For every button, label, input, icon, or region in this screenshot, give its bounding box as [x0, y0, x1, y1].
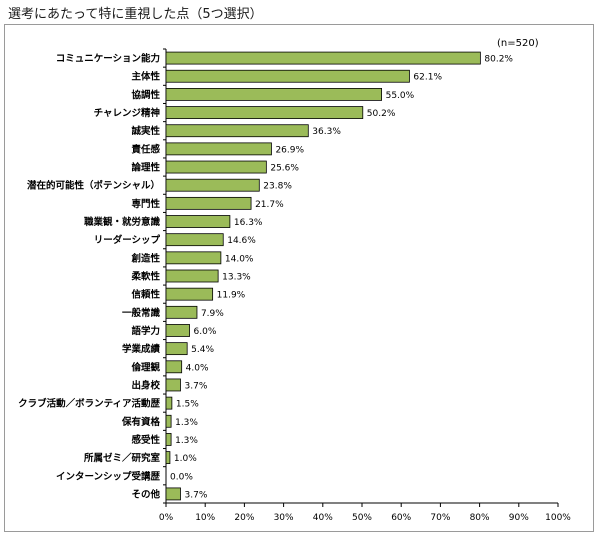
value-label: 1.0%: [174, 454, 197, 464]
chart-frame: [4, 24, 594, 532]
category-label: 学業成績: [122, 343, 161, 355]
value-label: 5.4%: [191, 345, 214, 355]
category-label: クラブ活動／ボランティア活動歴: [18, 398, 160, 410]
value-label: 3.7%: [185, 490, 208, 500]
x-tick-label: 80%: [470, 513, 490, 523]
category-label: 創造性: [130, 252, 160, 264]
bar: [165, 433, 172, 446]
category-label: 保有資格: [121, 416, 161, 428]
category-label: 信頼性: [131, 289, 160, 301]
x-tick-label: 70%: [430, 513, 450, 523]
category-label: 潜在的可能性（ポテンシャル）: [27, 180, 160, 192]
value-label: 26.9%: [275, 145, 304, 155]
value-label: 80.2%: [484, 55, 513, 65]
bar: [165, 305, 198, 319]
category-label: 柔軟性: [130, 271, 160, 283]
bar: [165, 178, 260, 192]
bar: [165, 396, 173, 410]
value-label: 4.0%: [186, 363, 209, 373]
bar: [165, 324, 190, 337]
category-label: 専門性: [131, 198, 160, 210]
category-label: 誠実性: [131, 125, 160, 137]
bar: [165, 142, 272, 156]
value-label: 16.3%: [234, 218, 263, 228]
x-tick-label: 100%: [545, 513, 571, 523]
category-label: その他: [131, 488, 160, 500]
category-label: 協調性: [131, 89, 160, 101]
bar: [165, 451, 171, 465]
chart-title: 選考にあたって特に重視した点（5つ選択）: [8, 7, 263, 22]
category-label: 倫理観: [131, 361, 160, 373]
bar: [165, 69, 410, 83]
value-label: 6.0%: [194, 327, 217, 337]
bar: [165, 287, 214, 301]
value-label: 50.2%: [367, 109, 396, 119]
value-label: 55.0%: [386, 91, 415, 101]
x-tick-label: 60%: [391, 513, 411, 523]
bar: [165, 160, 267, 174]
value-label: 36.3%: [312, 127, 341, 137]
value-label: 23.8%: [263, 182, 292, 192]
value-label: 1.3%: [175, 418, 198, 428]
x-tick-label: 0%: [159, 513, 174, 523]
category-label: 語学力: [131, 325, 160, 337]
x-tick-label: 90%: [509, 513, 529, 523]
bar: [165, 106, 364, 119]
x-tick-label: 30%: [274, 513, 294, 523]
bar: [165, 414, 172, 428]
bar: [165, 269, 219, 283]
value-label: 13.3%: [222, 273, 251, 283]
category-label: 論理性: [131, 162, 160, 174]
value-label: 7.9%: [201, 309, 224, 319]
value-label: 14.6%: [227, 236, 256, 246]
x-tick-label: 10%: [195, 513, 215, 523]
bar: [165, 233, 224, 247]
value-label: 3.7%: [185, 381, 208, 391]
category-label: コミュニケーション能力: [56, 53, 160, 65]
bar: [165, 360, 183, 374]
bar: [165, 487, 181, 501]
bar: [165, 196, 252, 210]
bar: [165, 88, 383, 101]
value-label: 11.9%: [217, 291, 246, 301]
x-tick-label: 50%: [352, 513, 372, 523]
category-label: 所属ゼミ／研究室: [84, 452, 161, 464]
bar: [165, 51, 481, 65]
sample-size-note: (n=520): [497, 38, 539, 49]
bar: [165, 251, 222, 265]
value-label: 0.0%: [170, 472, 193, 482]
value-label: 21.7%: [255, 200, 284, 210]
category-label: インターンシップ受講歴: [56, 470, 161, 482]
category-label: 一般常識: [122, 307, 161, 319]
value-label: 14.0%: [225, 254, 254, 264]
category-label: 責任感: [130, 143, 160, 155]
category-label: 出身校: [131, 379, 160, 391]
bar: [165, 378, 181, 392]
value-label: 25.6%: [270, 164, 299, 174]
x-tick-label: 20%: [234, 513, 254, 523]
category-label: 感受性: [131, 434, 160, 446]
category-label: 職業観・就労意識: [84, 216, 161, 228]
category-label: 主体性: [131, 71, 160, 83]
bar: [165, 215, 231, 228]
bar: [165, 124, 309, 138]
bar: [165, 342, 188, 356]
x-tick-label: 40%: [313, 513, 333, 523]
value-label: 62.1%: [413, 73, 442, 83]
category-label: チャレンジ精神: [94, 107, 160, 119]
category-label: リーダーシップ: [94, 234, 161, 246]
value-label: 1.3%: [175, 436, 198, 446]
value-label: 1.5%: [176, 400, 199, 410]
